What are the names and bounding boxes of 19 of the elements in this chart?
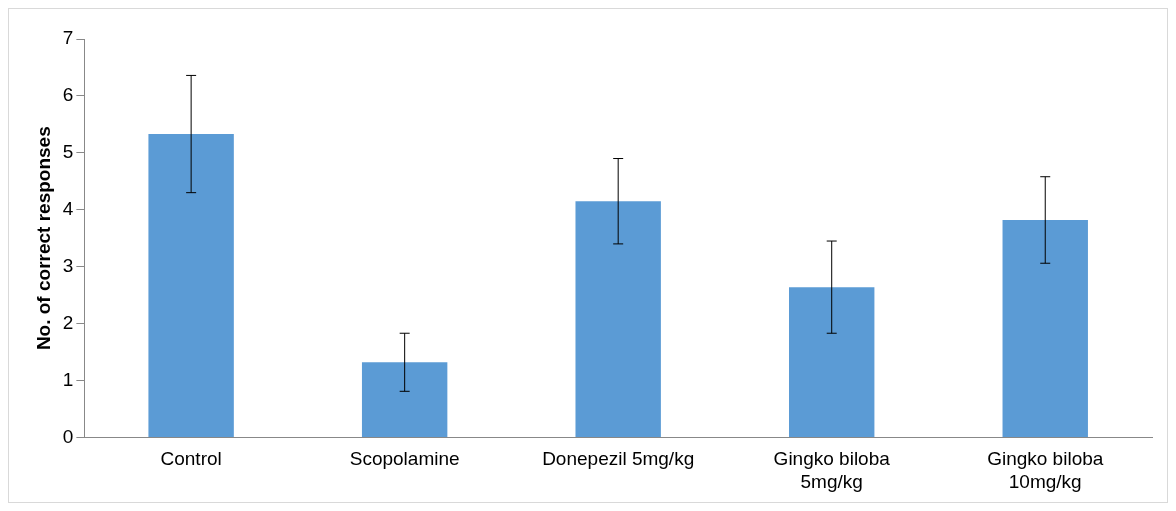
y-tick-label: 3 — [62, 254, 74, 276]
y-tick-label: 5 — [62, 141, 74, 163]
y-tick-label: 7 — [62, 27, 74, 49]
y-axis-title: No. of correct responses — [32, 126, 54, 351]
x-tick-label: Control — [160, 448, 222, 470]
x-tick-label: Donepezil 5mg/kg — [542, 448, 695, 470]
x-tick-label: Gingko biloba 5mg/kg — [773, 448, 891, 492]
bar — [1002, 219, 1088, 437]
x-tick-label: Scopolamine — [349, 448, 460, 470]
bar — [361, 362, 448, 437]
x-tick-label: Gingko biloba 10mg/kg — [987, 448, 1104, 492]
bar — [148, 134, 234, 437]
y-tick-label: 2 — [62, 311, 74, 333]
y-tick-label: 4 — [62, 197, 74, 219]
bar — [575, 201, 661, 437]
y-tick-label: 6 — [62, 84, 74, 106]
y-tick-label: 0 — [62, 425, 74, 447]
bar — [789, 287, 875, 437]
y-tick-label: 1 — [62, 368, 74, 390]
